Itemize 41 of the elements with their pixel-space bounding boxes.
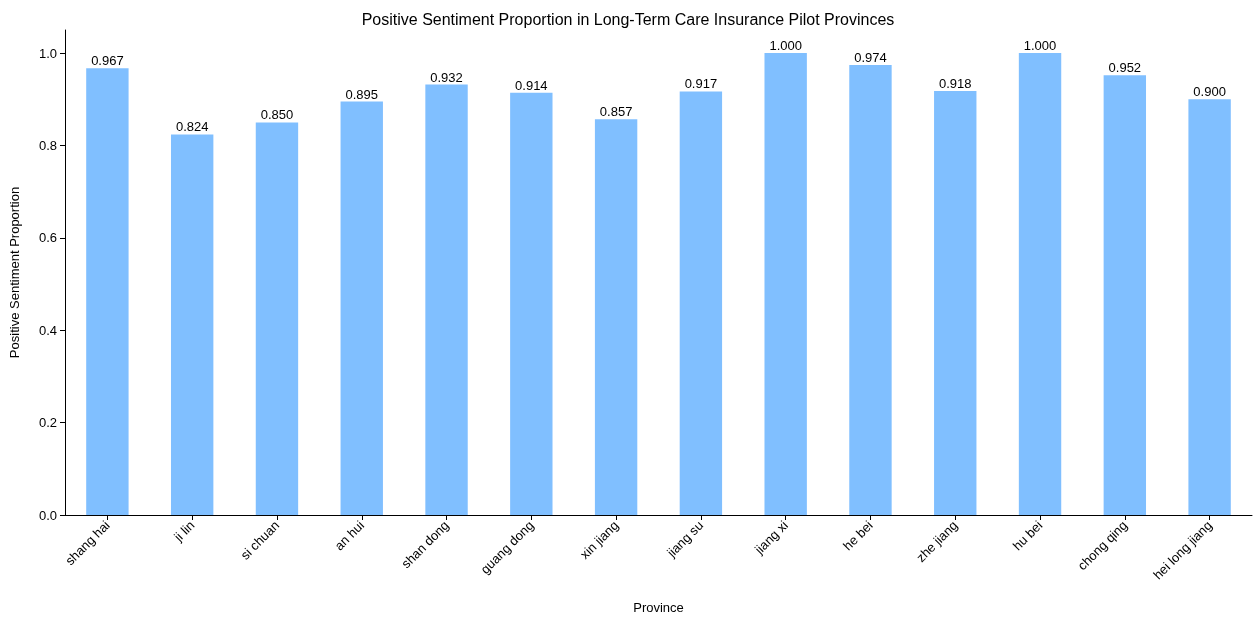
x-tick-label: hu bei <box>1009 517 1046 554</box>
bar <box>255 122 299 515</box>
bar <box>340 101 383 515</box>
x-tick-label: he bei <box>840 517 876 554</box>
x-tick-label: ji lin <box>170 517 198 545</box>
x-tick-label: an hui <box>331 517 368 554</box>
bar <box>764 53 807 515</box>
data-label: 0.917 <box>684 76 718 92</box>
data-label: 0.900 <box>1193 84 1226 100</box>
data-label: 0.952 <box>1108 60 1142 76</box>
bar <box>510 92 553 515</box>
y-tick-label: 0.0 <box>38 507 57 523</box>
y-tick-label: 0.6 <box>38 230 57 246</box>
data-label: 0.932 <box>430 69 463 85</box>
x-axis-title: Province <box>633 600 684 615</box>
data-label: 0.824 <box>175 119 209 135</box>
bar <box>679 91 723 515</box>
y-tick-label: 0.4 <box>38 322 57 338</box>
chart-title: Positive Sentiment Proportion in Long-Term Care Insurance Pilot Provinces <box>361 10 895 28</box>
bar <box>1018 53 1062 515</box>
data-label: 0.850 <box>260 107 294 123</box>
bar <box>170 134 214 515</box>
data-label: 0.895 <box>345 86 379 102</box>
bar <box>1188 99 1231 515</box>
y-tick-label: 0.2 <box>38 415 57 431</box>
data-label: 0.914 <box>515 77 548 93</box>
data-label: 1.000 <box>1023 38 1057 54</box>
data-label: 0.967 <box>91 53 124 69</box>
data-label: 0.857 <box>599 104 633 120</box>
bar <box>849 65 892 515</box>
data-label: 0.974 <box>854 50 887 66</box>
bar <box>425 84 468 515</box>
bar <box>594 119 638 515</box>
y-tick-label: 0.8 <box>38 137 57 153</box>
bar <box>934 90 977 515</box>
y-axis-title: Positive Sentiment Proportion <box>7 186 22 359</box>
bar <box>1103 75 1147 515</box>
data-label: 1.000 <box>769 38 802 54</box>
y-tick-label: 1.0 <box>38 45 57 61</box>
data-label: 0.918 <box>938 75 972 91</box>
bar <box>86 68 129 515</box>
